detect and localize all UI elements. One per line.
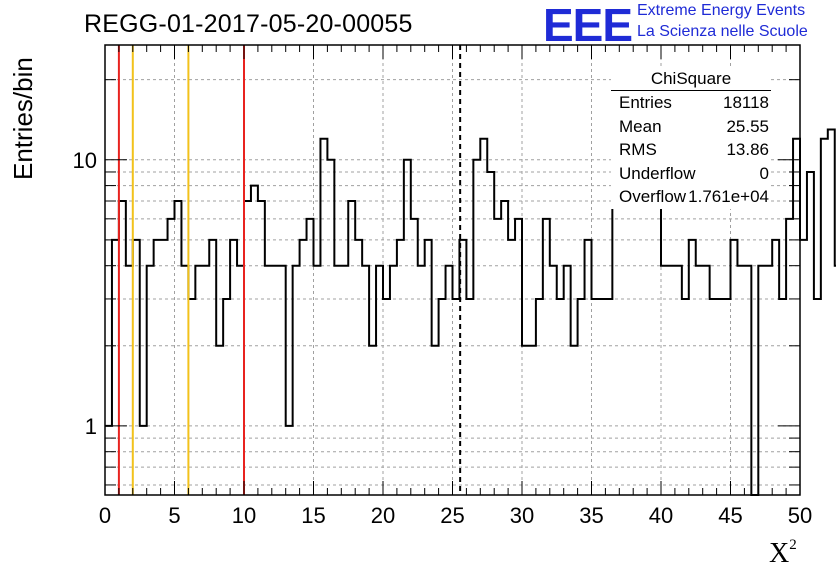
stats-row-rms: RMS 13.86 <box>611 138 771 162</box>
x-tick-label: 0 <box>99 503 111 528</box>
x-tick-label: 25 <box>440 503 464 528</box>
org-name-line2: La Scienza nelle Scuole <box>637 23 808 40</box>
histogram-series <box>105 128 836 496</box>
stats-label: Mean <box>619 116 662 136</box>
stats-title: ChiSquare <box>611 68 771 91</box>
x-tick-label: 30 <box>510 503 534 528</box>
stats-value: 13.86 <box>726 140 769 159</box>
x-tick-label: 40 <box>649 503 673 528</box>
x-tick-label: 20 <box>371 503 395 528</box>
org-name-line1: Extreme Energy Events <box>637 2 806 19</box>
x-tick-label: 5 <box>168 503 180 528</box>
stats-label: Underflow <box>619 163 696 183</box>
y-tick-label: 10 <box>73 148 97 173</box>
stats-label: Overflow <box>619 187 687 206</box>
marker-lines <box>117 45 462 495</box>
stats-row-entries: Entries 18118 <box>611 91 771 115</box>
stats-label: RMS <box>619 140 657 159</box>
x-tick-label: 15 <box>301 503 325 528</box>
stats-row-mean: Mean 25.55 <box>611 115 771 139</box>
eee-logo: EEE <box>543 0 633 51</box>
y-tick-label: 1 <box>85 414 97 439</box>
axis-ticks <box>104 45 801 495</box>
x-tick-label: 35 <box>579 503 603 528</box>
x-axis-label: X2 <box>769 537 797 569</box>
y-axis-label: Entries/bin <box>8 57 38 180</box>
stats-value: 1.761e+04 <box>688 187 769 206</box>
x-tick-label: 45 <box>718 503 742 528</box>
stats-value: 0 <box>759 163 769 183</box>
x-tick-label: 50 <box>788 503 812 528</box>
x-tick-label: 10 <box>232 503 256 528</box>
histogram-line <box>105 128 836 496</box>
stats-row-underflow: Underflow 0 <box>611 162 771 186</box>
stats-value: 18118 <box>722 93 769 112</box>
stats-row-overflow: Overflow 1.761e+04 <box>611 185 771 209</box>
stats-value: 25.55 <box>726 116 769 136</box>
stats-box: ChiSquare Entries 18118 Mean 25.55 RMS 1… <box>611 68 771 209</box>
stats-label: Entries <box>619 93 672 112</box>
axis-tick-labels: 0 5 10 15 20 25 30 35 40 45 50 1 10 <box>73 148 813 528</box>
chart-title: REGG-01-2017-05-20-00055 <box>84 10 413 38</box>
